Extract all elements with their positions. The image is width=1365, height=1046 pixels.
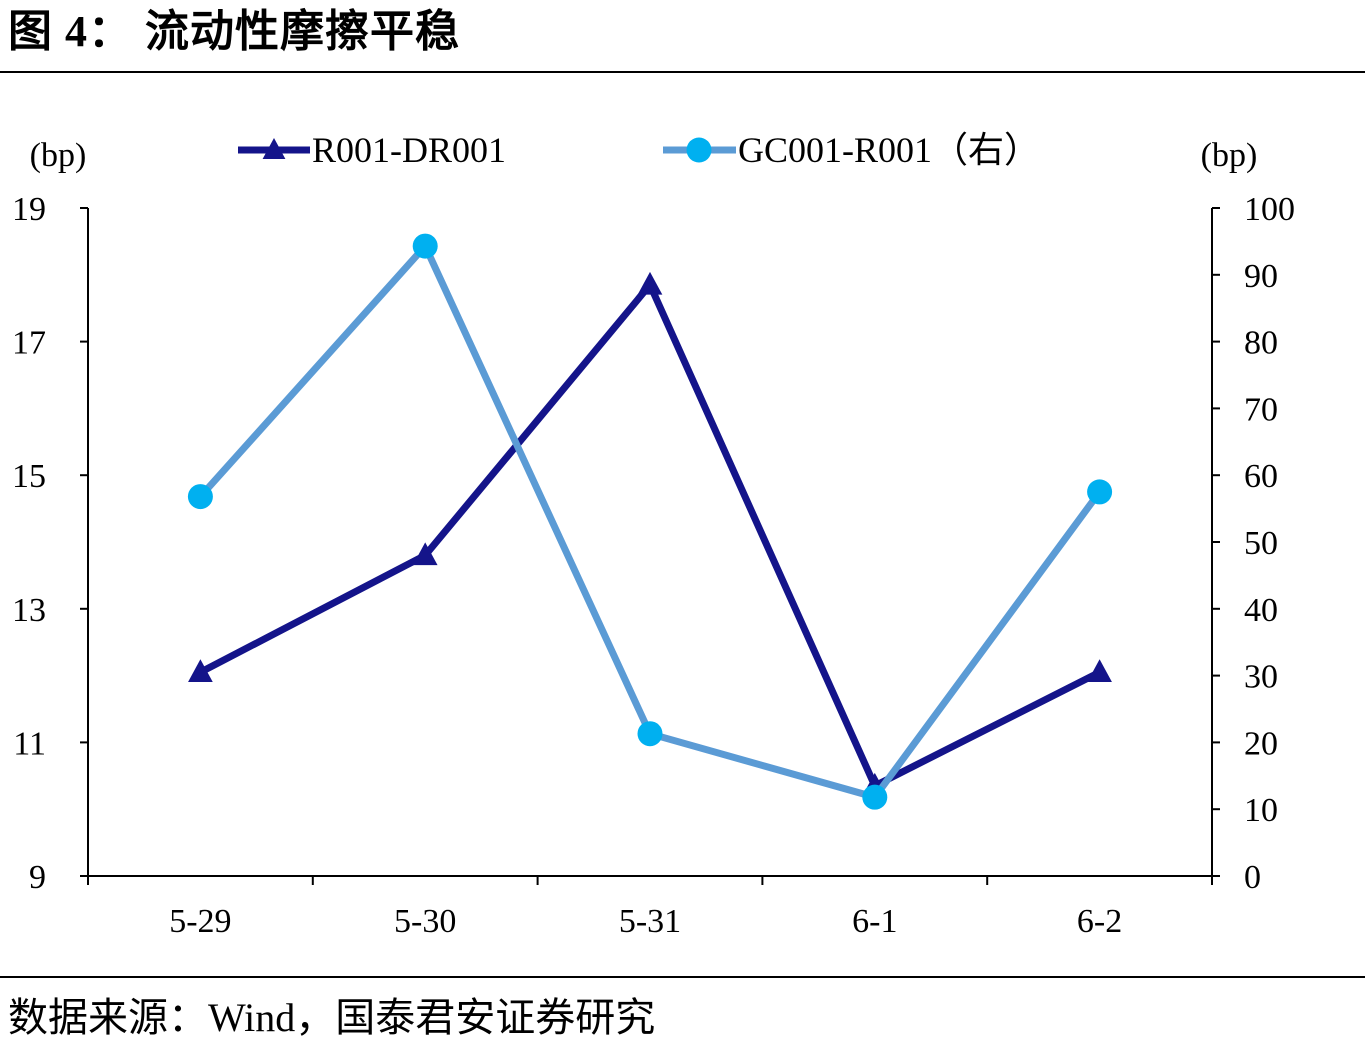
legend-label-1: R001-DR001 — [312, 130, 506, 170]
y-left-tick-label: 15 — [12, 458, 46, 495]
y-right-tick-label: 80 — [1244, 325, 1278, 362]
y-right-tick-label: 20 — [1244, 725, 1278, 762]
y-left-tick-label: 17 — [12, 325, 46, 362]
chart-legend: R001-DR001 GC001-R001（右） — [238, 130, 1040, 170]
y-right-tick-label: 60 — [1244, 458, 1278, 495]
series-1-marker — [1087, 659, 1112, 683]
series-2-marker — [1087, 479, 1113, 505]
y-right-tick-label: 10 — [1244, 792, 1278, 829]
legend-marker-2 — [686, 137, 712, 163]
y-right-tick-label: 70 — [1244, 391, 1278, 428]
y-left-tick-label: 9 — [29, 859, 46, 896]
y-left-tick-label: 13 — [12, 592, 46, 629]
series-1-marker — [412, 542, 438, 566]
data-source-note: 数据来源：Wind，国泰君安证券研究 — [8, 995, 656, 1040]
chart-series — [187, 233, 1113, 810]
x-tick-label: 5-29 — [169, 903, 231, 940]
y-right-tick-label: 100 — [1244, 191, 1295, 228]
y-left-tick-label: 19 — [12, 191, 46, 228]
series-2-marker — [412, 233, 438, 259]
series-1-marker — [637, 271, 663, 295]
y-right-tick-label: 50 — [1244, 525, 1278, 562]
series-2-marker — [187, 484, 213, 510]
y-left-tick-label: 11 — [13, 725, 46, 762]
y-right-unit-label: (bp) — [1201, 137, 1258, 174]
line-chart: 9 11 13 15 17 19 0 10 20 30 40 50 60 70 80 90 100 5-29 5-3… — [12, 130, 1295, 940]
y-right-tick-label: 0 — [1244, 859, 1261, 896]
x-tick-label: 6-1 — [852, 903, 897, 940]
title-rule — [0, 71, 1365, 73]
legend-marker-1 — [262, 138, 286, 159]
y-right-tick-label: 40 — [1244, 592, 1278, 629]
x-tick-label: 5-30 — [394, 903, 456, 940]
y-right-tick-label: 30 — [1244, 659, 1278, 696]
legend-label-2: GC001-R001（右） — [738, 130, 1040, 170]
source-rule — [0, 976, 1365, 978]
x-tick-label: 5-31 — [619, 903, 681, 940]
series-1-marker — [188, 659, 213, 683]
figure-title: 图 4： 流动性摩擦平稳 — [8, 7, 460, 56]
series-2-marker — [637, 721, 663, 747]
series-2-marker — [862, 784, 888, 810]
x-tick-label: 6-2 — [1077, 903, 1122, 940]
y-left-unit-label: (bp) — [30, 137, 87, 174]
series-line-2 — [197, 239, 1103, 802]
y-right-tick-label: 90 — [1244, 258, 1278, 295]
series-line-1 — [198, 278, 1102, 791]
chart-axes: 9 11 13 15 17 19 0 10 20 30 40 50 60 70 80 90 100 5-29 5-3… — [12, 137, 1295, 940]
